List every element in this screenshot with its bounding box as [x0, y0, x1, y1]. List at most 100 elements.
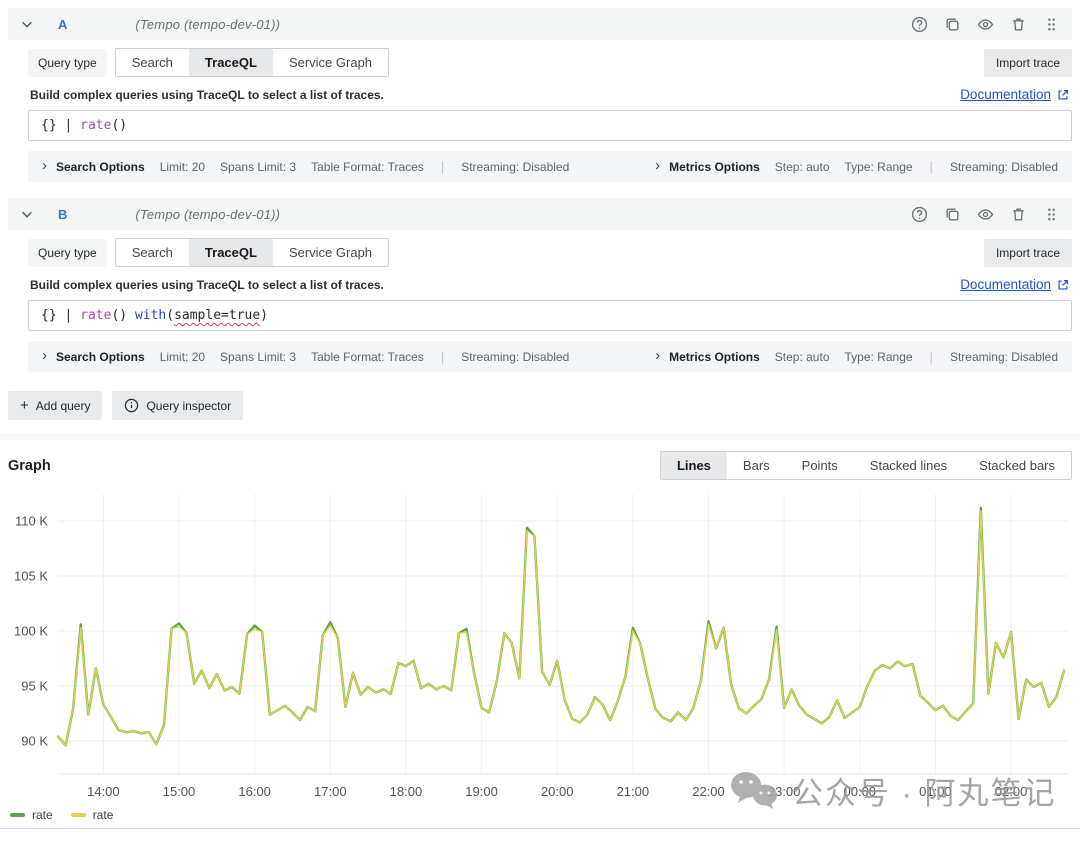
option-stacked-bars[interactable]: Stacked bars: [963, 452, 1071, 479]
bottom-divider: [0, 828, 1080, 829]
documentation-link[interactable]: Documentation: [960, 277, 1070, 292]
x-axis-tick-label: 01:00: [919, 784, 952, 799]
traceql-help-text: Build complex queries using TraceQL to s…: [30, 87, 384, 102]
query-type-label: Query type: [28, 48, 107, 77]
collapse-chevron-icon[interactable]: [20, 17, 34, 31]
add-query-button[interactable]: + Add query: [8, 391, 103, 420]
legend-swatch: [70, 813, 86, 817]
legend-swatch: [10, 813, 25, 817]
option-summary-item: Limit: 20: [159, 159, 206, 174]
metrics-options-group: › Metrics Options Step: auto Type: Range …: [655, 156, 1058, 175]
chart-area: 14:00 15:00 16:00 17:00 18:00 19:00 20:00 21:00…: [0, 486, 1080, 811]
option-summary-item: Table Format: Traces: [311, 159, 424, 174]
query-type-row: Query type Search TraceQL Service Graph Im…: [28, 238, 1072, 267]
eye-icon[interactable]: [977, 206, 994, 223]
x-axis-tick-label: 16:00: [238, 784, 271, 799]
eye-icon[interactable]: [977, 16, 994, 33]
x-axis-tick-label: 20:00: [541, 784, 574, 799]
metrics-options-group: › Metrics Options Step: auto Type: Range …: [655, 346, 1058, 365]
plus-icon: +: [20, 396, 29, 414]
query-token: rate: [80, 118, 112, 133]
x-axis-tick-label: 22:00: [692, 784, 725, 799]
search-options-summary: Limit: 20 Spans Limit: 3 Table Format: Tra…: [160, 160, 424, 174]
timeseries-chart-canvas[interactable]: 14:00 15:00 16:00 17:00 18:00 19:00 20:00 21:00…: [0, 486, 1080, 808]
option-summary-item: Step: auto: [774, 349, 830, 364]
option-service-graph[interactable]: Service Graph: [273, 239, 388, 266]
search-options-toggle[interactable]: › Search Options: [42, 346, 145, 364]
drag-handle-icon[interactable]: [1043, 16, 1060, 33]
metrics-options-toggle[interactable]: › Metrics Options: [655, 346, 760, 364]
traceql-help-row: Build complex queries using TraceQL to s…: [30, 277, 1070, 292]
search-options-summary: Limit: 20 Spans Limit: 3 Table Format: Tra…: [160, 350, 424, 364]
datasource-name: (Tempo (tempo-dev-01)): [135, 16, 281, 32]
metrics-options-toggle[interactable]: › Metrics Options: [655, 156, 760, 174]
import-trace-button[interactable]: Import trace: [983, 238, 1072, 267]
legend-item[interactable]: rate: [70, 808, 113, 822]
traceql-query-input[interactable]: {} | rate(): [28, 110, 1072, 141]
query-editor-page: A (Tempo (tempo-dev-01)) Query type Sear…: [0, 0, 1080, 420]
option-stacked-lines[interactable]: Stacked lines: [854, 452, 963, 479]
query-token: {} |: [41, 308, 81, 323]
option-summary-item: Step: auto: [774, 159, 830, 174]
option-bars[interactable]: Bars: [727, 452, 786, 479]
option-service-graph[interactable]: Service Graph: [273, 49, 388, 76]
trash-icon[interactable]: [1010, 206, 1027, 223]
collapse-chevron-icon[interactable]: [20, 207, 34, 221]
y-axis-tick-label: 95 K: [21, 679, 48, 694]
query-token: rate: [80, 308, 112, 323]
query-refid: A: [58, 16, 68, 32]
query-header-actions: [911, 206, 1060, 223]
query-header-actions: [911, 16, 1060, 33]
option-summary-item: Type: Range: [844, 349, 913, 364]
trash-icon[interactable]: [1010, 16, 1027, 33]
option-traceql[interactable]: TraceQL: [188, 49, 273, 76]
chevron-right-icon: ›: [42, 346, 47, 364]
metrics-options-summary: Step: auto Type: Range: [775, 350, 913, 364]
x-axis-tick-label: 14:00: [87, 784, 120, 799]
options-divider: |: [929, 159, 933, 174]
query-token: {} |: [41, 118, 81, 133]
legend-item[interactable]: rate: [10, 808, 53, 822]
traceql-help-row: Build complex queries using TraceQL to s…: [30, 87, 1070, 102]
option-points[interactable]: Points: [786, 452, 854, 479]
query-inspector-button[interactable]: Query inspector: [112, 391, 244, 420]
import-trace-button[interactable]: Import trace: [983, 48, 1072, 77]
query-row-a: A (Tempo (tempo-dev-01)) Query type Sear…: [8, 8, 1072, 182]
help-icon[interactable]: [911, 16, 928, 33]
query-header-b: B (Tempo (tempo-dev-01)): [8, 198, 1072, 230]
option-search[interactable]: Search: [116, 239, 189, 266]
external-link-icon: [1058, 279, 1068, 290]
drag-handle-icon[interactable]: [1043, 206, 1060, 223]
legend-label: rate: [32, 808, 53, 822]
duplicate-icon[interactable]: [944, 206, 961, 223]
x-axis-tick-label: 18:00: [390, 784, 423, 799]
option-summary-item: Spans Limit: 3: [220, 159, 297, 174]
traceql-query-input[interactable]: {} | rate() with(sample=true): [28, 300, 1072, 331]
query-type-row: Query type Search TraceQL Service Graph Im…: [28, 48, 1072, 77]
x-axis-tick-label: 21:00: [617, 784, 650, 799]
option-summary-item: Table Format: Traces: [311, 349, 424, 364]
chevron-right-icon: ›: [42, 156, 47, 174]
graph-panel: Graph Lines Bars Points Stacked lines Stacke…: [0, 434, 1080, 829]
option-summary-item: Type: Range: [844, 159, 913, 174]
option-traceql[interactable]: TraceQL: [188, 239, 273, 266]
query-options-bar: › Search Options Limit: 20 Spans Limit: 3…: [28, 151, 1072, 182]
help-icon[interactable]: [911, 206, 928, 223]
chevron-right-icon: ›: [655, 346, 661, 364]
option-search[interactable]: Search: [116, 49, 189, 76]
option-lines[interactable]: Lines: [660, 452, 727, 479]
query-refid: B: [58, 206, 68, 222]
graph-panel-title: Graph: [8, 457, 51, 474]
documentation-link[interactable]: Documentation: [960, 87, 1070, 102]
search-options-group: › Search Options Limit: 20 Spans Limit: 3…: [42, 346, 569, 365]
options-divider: |: [440, 349, 445, 364]
duplicate-icon[interactable]: [944, 16, 961, 33]
query-type-label: Query type: [28, 238, 107, 267]
search-options-group: › Search Options Limit: 20 Spans Limit: 3…: [42, 156, 569, 175]
search-options-toggle[interactable]: › Search Options: [42, 156, 145, 174]
option-summary-item: Limit: 20: [159, 349, 206, 364]
editor-toolbar: + Add query Query inspector: [8, 391, 1072, 420]
query-type-tabs: Search TraceQL Service Graph: [114, 48, 390, 77]
query-token: ): [260, 308, 268, 323]
query-token: sample=true: [174, 308, 261, 323]
